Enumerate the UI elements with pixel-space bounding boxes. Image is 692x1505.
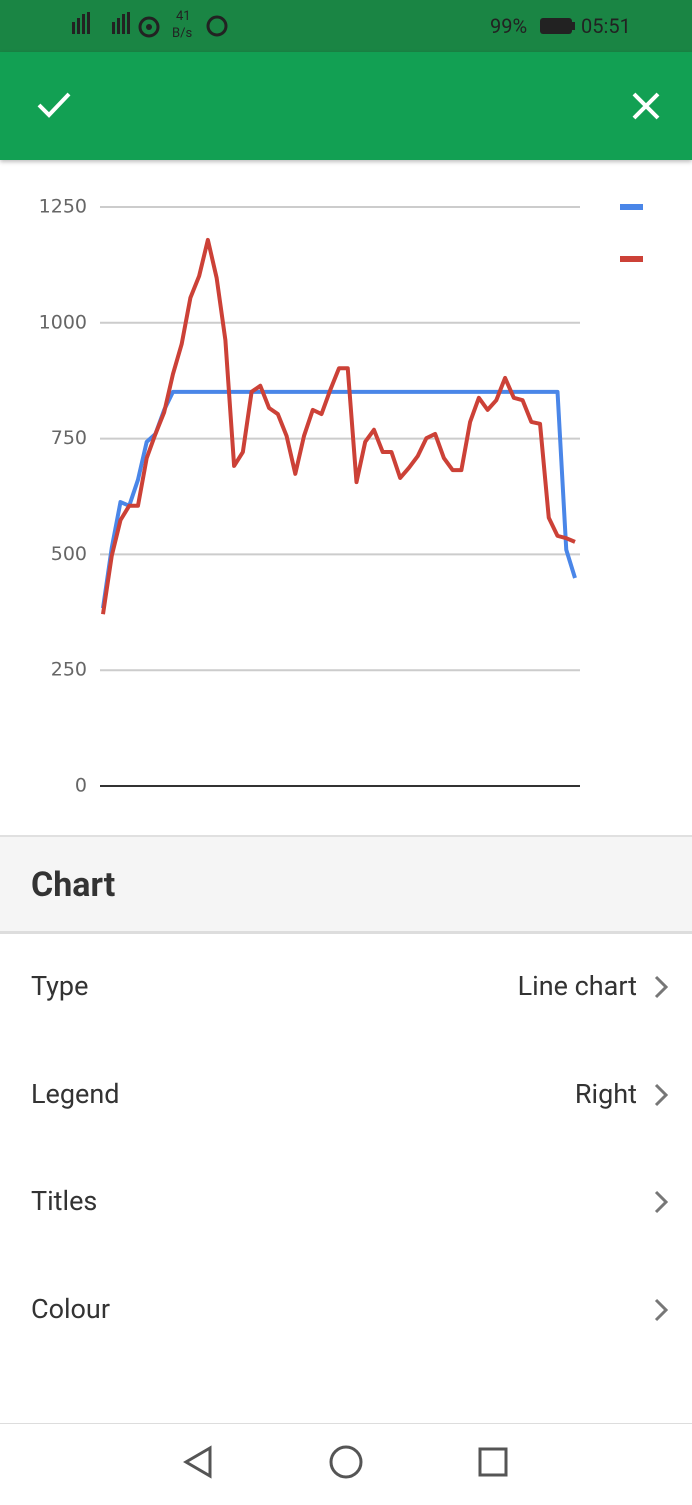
y-tick-label: 1000 <box>39 311 87 333</box>
clock: 05:51 <box>581 14 631 38</box>
row-label: Colour <box>31 1292 110 1325</box>
section-header: Chart <box>0 835 692 934</box>
row-label: Legend <box>31 1077 120 1110</box>
settings-row[interactable]: Colour <box>0 1257 692 1365</box>
row-label: Type <box>31 970 89 1002</box>
section-title: Chart <box>31 865 116 905</box>
chevron <box>654 1190 668 1214</box>
chevron <box>654 1083 668 1106</box>
line-series <box>101 389 577 609</box>
close-button[interactable] <box>632 92 660 120</box>
chevron <box>654 975 668 999</box>
y-tick-label: 250 <box>51 659 87 681</box>
settings-row[interactable]: Type Line chart <box>0 934 692 1042</box>
legend-swatch <box>620 256 643 262</box>
settings-row[interactable]: Titles <box>0 1149 692 1257</box>
status-icons <box>72 12 575 38</box>
status-bar: 41 B/s 99% 05:51 <box>0 0 692 52</box>
chevron <box>654 1298 668 1321</box>
row-value: Right <box>574 1077 637 1110</box>
row-value: Line chart <box>517 970 637 1002</box>
y-tick-label: 750 <box>51 427 87 449</box>
speed-unit: B/s <box>172 26 193 41</box>
home-button[interactable] <box>329 1445 363 1479</box>
recents-button[interactable] <box>478 1447 508 1477</box>
legend-swatch <box>620 204 643 210</box>
nav-icons <box>183 1445 508 1479</box>
row-label: Titles <box>31 1185 98 1217</box>
chart: 0 250 500 750 1000 1250 <box>39 196 643 797</box>
confirm-button[interactable] <box>36 90 72 120</box>
line-series <box>101 237 576 615</box>
network-speed: 41 <box>176 9 191 24</box>
settings-row[interactable]: Legend Right <box>0 1042 692 1150</box>
back-button[interactable] <box>183 1445 212 1479</box>
y-tick-label: 0 <box>75 775 87 797</box>
y-tick-label: 1250 <box>39 196 87 218</box>
battery-level: 99% <box>490 14 528 38</box>
navigation-bar <box>0 1423 692 1501</box>
toolbar <box>0 52 692 160</box>
y-tick-label: 500 <box>51 543 87 565</box>
